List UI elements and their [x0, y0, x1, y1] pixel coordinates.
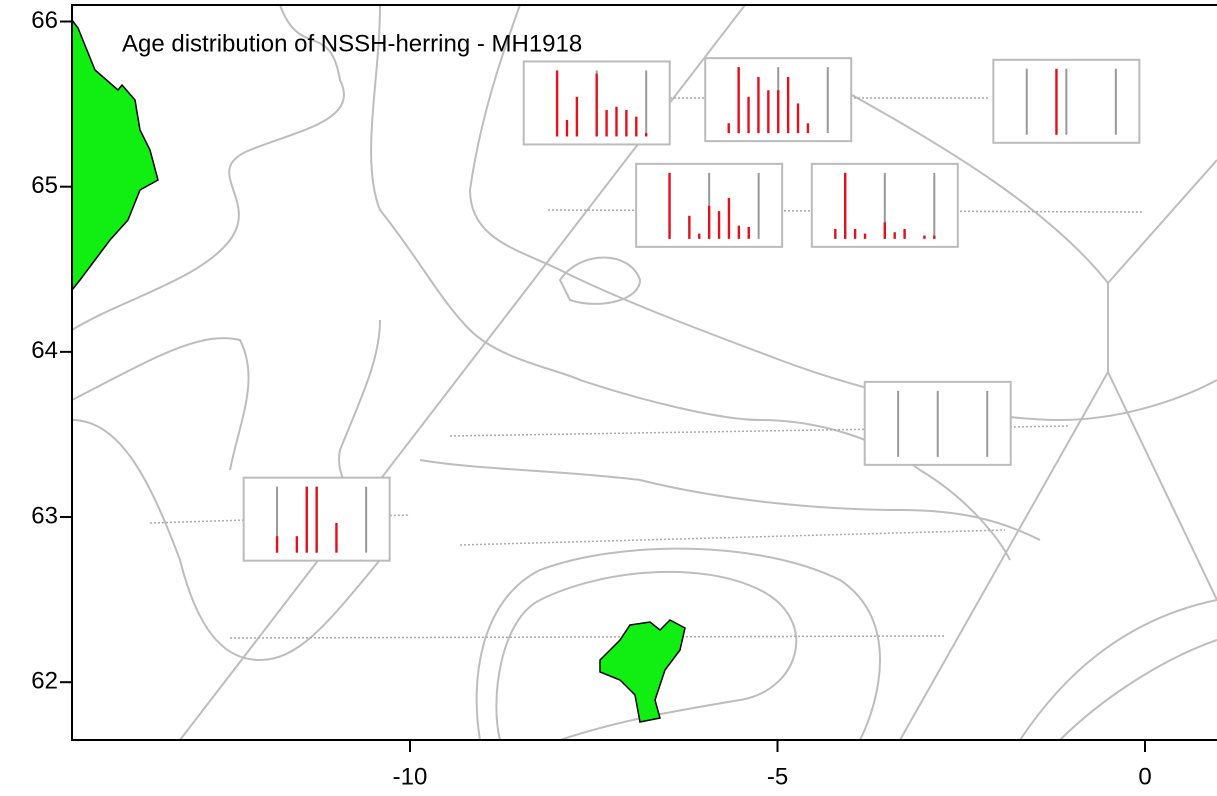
age-bar [863, 233, 867, 239]
depth-contour [1059, 639, 1217, 740]
age-bar [698, 233, 701, 239]
age-bar [933, 235, 936, 239]
age-bar [315, 486, 318, 553]
age-bar [747, 96, 750, 134]
age-bar [747, 226, 750, 239]
age-bar [786, 77, 790, 134]
depth-contour [370, 5, 1011, 561]
age-bar [615, 106, 618, 137]
age-bar [777, 90, 780, 134]
age-bar [595, 73, 598, 137]
depth-contour [475, 547, 881, 740]
y-tick-label: 66 [31, 7, 58, 34]
depth-contour [72, 337, 250, 471]
depth-contour [72, 319, 385, 662]
age-bar [555, 70, 559, 137]
age-bar [575, 96, 579, 137]
y-tick-label: 63 [31, 502, 58, 529]
boundary [1107, 371, 1217, 601]
age-bar [767, 90, 770, 134]
age-bar [923, 235, 926, 239]
age-inset [522, 60, 671, 146]
survey-track [459, 529, 1006, 546]
age-bar [883, 222, 887, 239]
age-bar [335, 522, 338, 553]
age-bar [565, 119, 569, 137]
plot-frame [71, 4, 1217, 741]
age-bar [668, 172, 671, 239]
age-bar [644, 133, 648, 137]
boundary [851, 94, 1217, 285]
age-bar [903, 228, 906, 239]
age-bar [727, 197, 731, 239]
x-tick-label: -5 [767, 763, 788, 790]
age-bar [625, 110, 628, 137]
age-inset [810, 162, 959, 248]
age-bar [757, 77, 760, 134]
depth-contour [1019, 599, 1217, 740]
x-tick-label: -10 [393, 763, 428, 790]
age-bar [1055, 68, 1058, 135]
land [72, 18, 159, 292]
age-bar [893, 232, 896, 239]
geography [72, 5, 1217, 740]
depth-contour [468, 5, 1217, 422]
y-tick-label: 65 [31, 172, 58, 199]
age-inset [242, 476, 391, 562]
age-inset [863, 380, 1012, 466]
land [599, 619, 686, 723]
age-bar [275, 536, 279, 553]
depth-contour [558, 256, 642, 305]
age-bar [295, 536, 299, 553]
depth-contour [72, 5, 345, 331]
age-bar [844, 172, 847, 239]
survey-track [229, 635, 946, 639]
age-bar [796, 103, 800, 134]
age-bar [834, 228, 837, 239]
age-bar [737, 225, 741, 239]
age-bar [806, 123, 810, 134]
age-bar [717, 211, 721, 239]
age-inset [992, 58, 1141, 144]
age-bar [688, 215, 691, 239]
age-bar [305, 486, 308, 553]
age-bar [737, 67, 740, 134]
age-bar [635, 116, 638, 137]
age-inset [704, 57, 853, 143]
age-bar [727, 123, 730, 134]
depth-contour [419, 459, 1041, 541]
y-tick-label: 62 [31, 668, 58, 695]
age-inset [635, 162, 784, 248]
depth-contour [495, 570, 798, 740]
age-bar [853, 228, 857, 239]
age-bar [605, 110, 608, 137]
y-tick-label: 64 [31, 337, 58, 364]
x-tick-label: 0 [1138, 763, 1151, 790]
map-title: Age distribution of NSSH-herring - MH191… [122, 30, 582, 57]
age-bar [707, 205, 711, 239]
